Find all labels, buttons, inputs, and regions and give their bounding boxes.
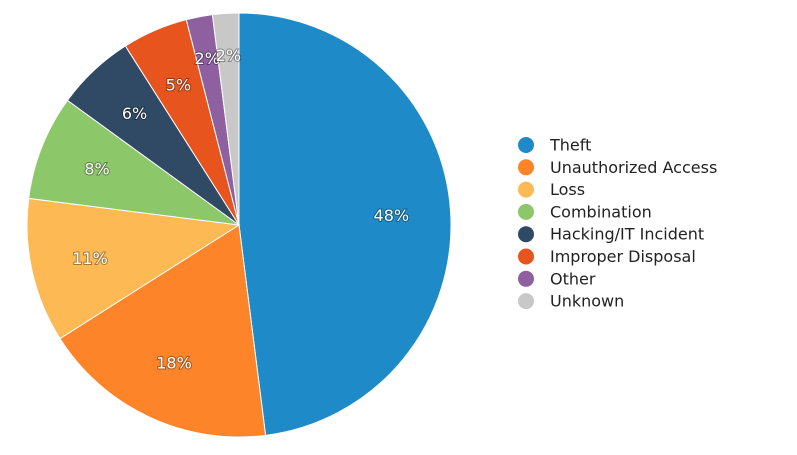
legend-swatch-theft — [518, 137, 534, 153]
pie-slice-unauthorized-access — [59, 224, 267, 438]
slice-label-hacking-it-incident: 6% — [122, 104, 147, 123]
slice-label-improper-disposal: 5% — [166, 75, 191, 94]
pie-slice-combination — [28, 99, 240, 226]
legend-label-hacking-it-incident: Hacking/IT Incident — [550, 225, 704, 244]
legend-swatch-unknown — [518, 293, 534, 310]
legend-swatch-unauthorized-access — [518, 159, 534, 176]
slice-label-theft: 48% — [374, 206, 410, 225]
pie-slice-unknown — [211, 12, 240, 226]
slice-label-other: 2% — [195, 49, 220, 68]
legend-label-theft: Theft — [549, 136, 591, 155]
slice-label-unauthorized-access: 18% — [156, 354, 192, 373]
legend-swatch-other — [518, 270, 534, 287]
legend-swatch-loss — [518, 181, 534, 198]
legend-swatch-hacking-it-incident — [518, 226, 534, 243]
slice-label-unknown: 2% — [216, 46, 241, 65]
slice-label-combination: 8% — [84, 159, 109, 178]
legend-label-unauthorized-access: Unauthorized Access — [550, 158, 717, 177]
legend-label-unknown: Unknown — [550, 292, 624, 311]
legend-swatch-combination — [518, 203, 534, 220]
pie-slice-theft — [238, 12, 452, 436]
pie-slices — [26, 12, 452, 438]
legend-label-improper-disposal: Improper Disposal — [550, 247, 696, 266]
legend-label-other: Other — [550, 269, 596, 288]
slice-label-loss: 11% — [72, 249, 108, 268]
pie-slice-labels: 48%18%11%8%6%5%2%2% — [71, 45, 410, 373]
legend-swatch-improper-disposal — [518, 248, 534, 265]
legend-label-loss: Loss — [550, 180, 585, 199]
pie-slice-loss — [26, 197, 241, 340]
legend: Theft Unauthorized Access Loss Combination H… — [518, 136, 717, 311]
legend-label-combination: Combination — [550, 202, 652, 221]
